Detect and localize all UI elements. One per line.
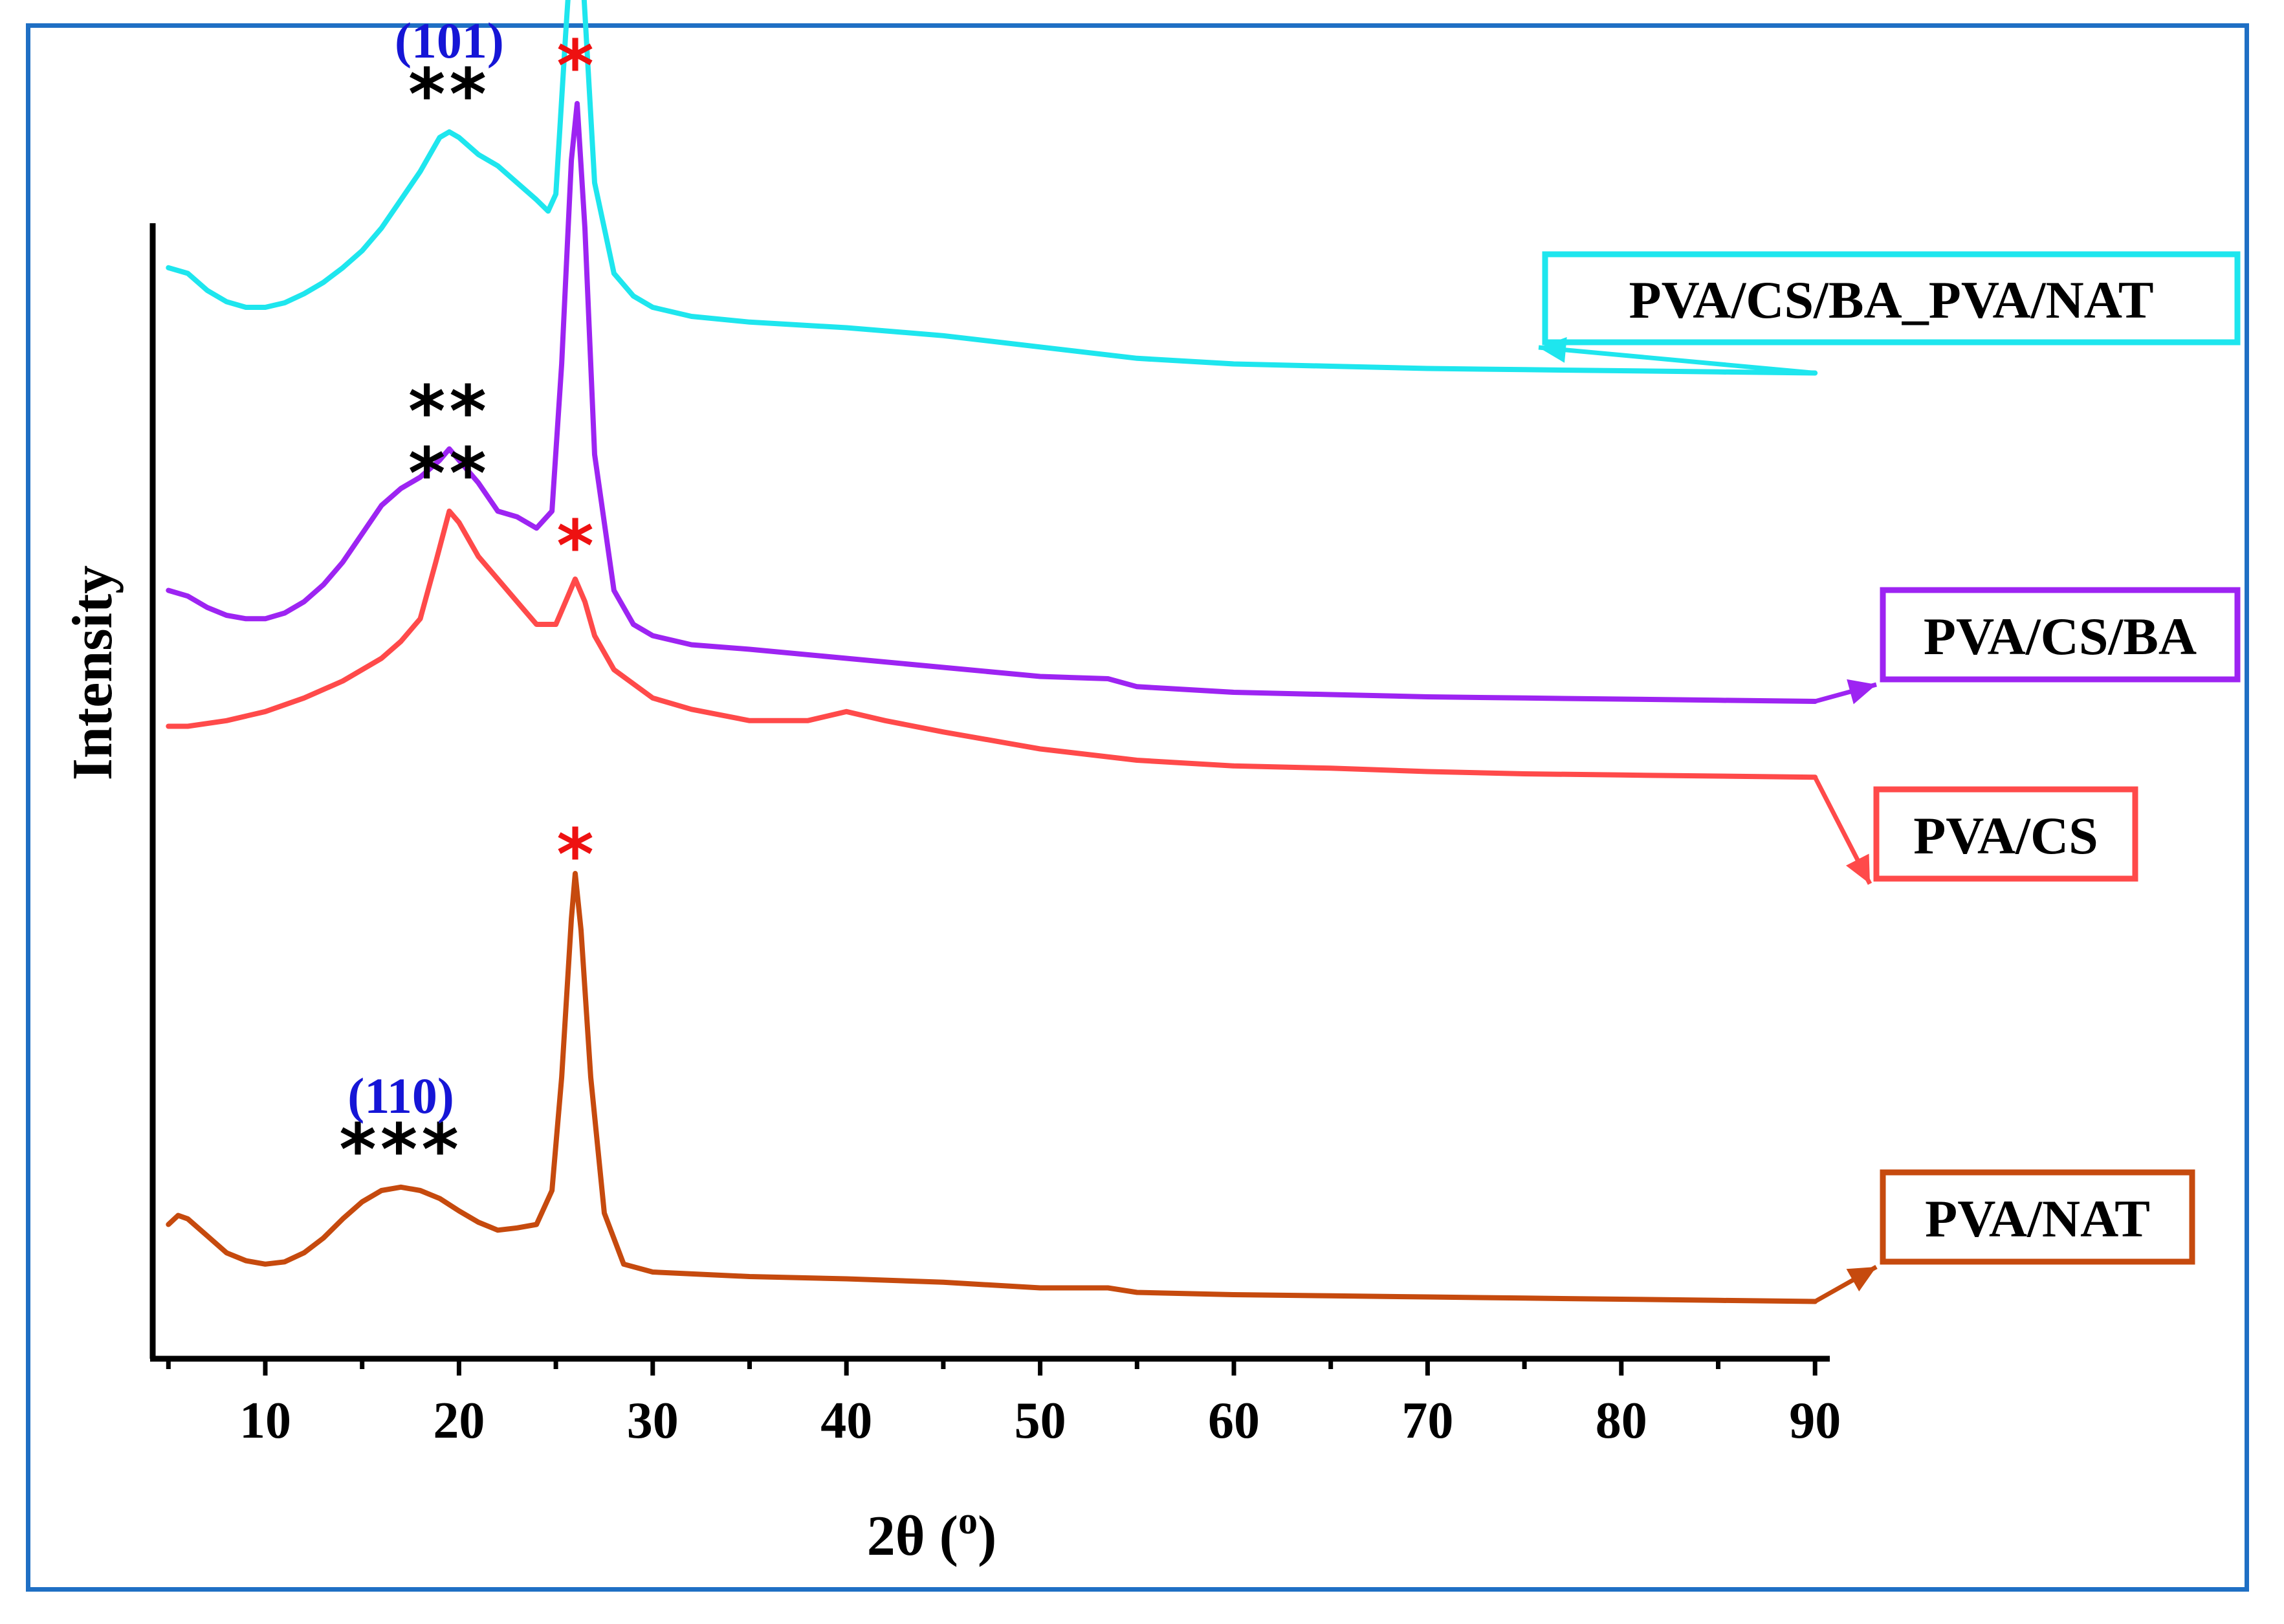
- legend: PVA/CS/BA_PVA/NAT PVA/CS/BA PVA/CS PVA/NAT: [1538, 251, 2241, 1304]
- legend-box: [1880, 587, 2241, 683]
- x-tick-label: 10: [239, 1392, 291, 1449]
- peak-marker-asterisks: **: [408, 370, 490, 453]
- x-tick-label: 20: [433, 1392, 485, 1449]
- legend-arrow-head: [1846, 1267, 1876, 1292]
- miller-index-label: (110): [347, 1068, 454, 1124]
- series-line-pva-nat: [166, 871, 1818, 1304]
- series-lines: [166, 0, 1818, 1304]
- legend-box: [1880, 1169, 2195, 1265]
- axes: 10 20 30 40 50 60 70 80 90: [149, 223, 1841, 1449]
- x-tick-label: 90: [1789, 1392, 1841, 1449]
- series-line-pva-cs-ba-pva-nat: [166, 0, 1818, 376]
- series-line-pva-cs-ba: [166, 101, 1818, 704]
- peak-marker-asterisks: **: [408, 53, 490, 136]
- x-tick-label: 50: [1015, 1392, 1066, 1449]
- x-tick-label: 80: [1596, 1392, 1647, 1449]
- y-axis-label: Intensity: [61, 565, 124, 781]
- peak-marker-red-asterisk: *: [556, 813, 598, 896]
- legend-arrow-head: [1845, 853, 1870, 884]
- legend-arrow-head: [1539, 336, 1567, 363]
- peak-marker-red-asterisk: *: [556, 25, 598, 107]
- miller-index-label: (101): [395, 12, 504, 69]
- peak-marker-red-asterisk: *: [556, 505, 598, 587]
- peak-marker-asterisks: ***: [339, 1108, 463, 1191]
- legend-box: [1542, 251, 2241, 346]
- legend-label: PVA/CS: [1913, 806, 2098, 865]
- x-tick-label: 70: [1401, 1392, 1453, 1449]
- peak-annotations: (002)(101)*************(110): [339, 12, 598, 1191]
- x-tick-label: 60: [1208, 1392, 1260, 1449]
- legend-label: PVA/CS/BA_PVA/NAT: [1629, 270, 2153, 329]
- x-axis-label: 2θ (o): [867, 1499, 997, 1568]
- legend-arrow-line: [1538, 345, 1816, 375]
- peak-marker-asterisks: **: [408, 432, 490, 515]
- series-line-pva-cs: [166, 509, 1818, 780]
- legend-label: PVA/NAT: [1925, 1189, 2150, 1248]
- legend-box: [1873, 786, 2138, 882]
- x-tick-label: 40: [820, 1392, 872, 1449]
- legend-arrow-head: [1847, 679, 1876, 705]
- x-tick-label: 30: [627, 1392, 679, 1449]
- figure-frame: [26, 23, 2249, 1592]
- legend-label: PVA/CS/BA: [1924, 607, 2197, 666]
